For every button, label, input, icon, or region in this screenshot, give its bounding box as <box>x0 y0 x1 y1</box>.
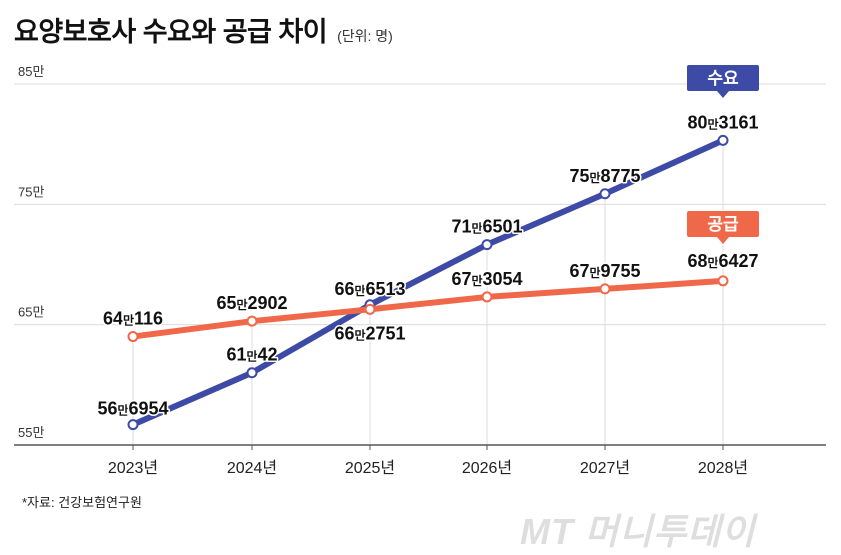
y-tick-label: 65만 <box>18 305 44 320</box>
data-label-demand: 71만6501 <box>451 217 522 237</box>
data-point-supply <box>246 315 258 327</box>
data-point-demand <box>246 367 258 379</box>
legend-supply-pointer <box>717 237 729 244</box>
data-label-supply: 65만2902 <box>216 293 287 313</box>
data-label-supply: 68만6427 <box>687 251 758 271</box>
x-tick-label: 2023년 <box>108 459 158 477</box>
y-tick-label: 85만 <box>18 64 44 79</box>
data-point-supply <box>717 275 729 287</box>
data-point-supply <box>127 331 139 343</box>
data-point-demand <box>717 134 729 146</box>
legend-supply: 공급 <box>687 211 759 244</box>
data-point-supply <box>481 291 493 303</box>
series-line-supply <box>130 277 726 340</box>
legend-supply-box <box>687 211 759 237</box>
data-point-demand <box>481 239 493 251</box>
y-tick-label: 75만 <box>18 184 44 199</box>
x-tick-label: 2028년 <box>698 459 748 477</box>
legend-demand: 수요 <box>687 65 759 98</box>
data-label-demand: 56만6954 <box>97 399 168 419</box>
data-label-supply: 66만2751 <box>334 323 405 343</box>
data-label-supply: 67만9755 <box>569 261 640 281</box>
x-tick-label: 2026년 <box>462 459 512 477</box>
x-tick-label: 2027년 <box>580 459 630 477</box>
data-label-supply: 64만116 <box>103 309 163 329</box>
legend-demand-pointer <box>717 91 729 98</box>
data-label-supply: 67만3054 <box>451 269 522 289</box>
unit-label: (단위: 명) <box>337 28 393 44</box>
data-label-demand: 75만8775 <box>569 166 640 186</box>
legend-demand-label: 수요 <box>707 69 739 88</box>
data-label-demand: 61만42 <box>226 345 277 365</box>
title-block: 요양보호사 수요와 공급 차이 (단위: 명) <box>14 10 393 49</box>
data-point-supply <box>364 303 376 315</box>
legend-supply-label: 공급 <box>707 215 739 234</box>
series-line-demand <box>130 137 726 428</box>
y-tick-label: 55만 <box>18 425 44 440</box>
data-point-supply <box>599 283 611 295</box>
data-label-demand: 66만6513 <box>334 279 405 299</box>
x-tick-label: 2025년 <box>345 459 395 477</box>
legend-demand-box <box>687 65 759 91</box>
chart-title: 요양보호사 수요와 공급 차이 <box>14 17 328 47</box>
data-label-demand: 80만3161 <box>687 112 758 132</box>
watermark: MT 머니투데이 <box>520 511 756 552</box>
data-point-demand <box>127 419 139 431</box>
x-tick-label: 2024년 <box>227 459 277 477</box>
source-note: *자료: 건강보험연구원 <box>22 495 142 510</box>
data-point-demand <box>599 188 611 200</box>
